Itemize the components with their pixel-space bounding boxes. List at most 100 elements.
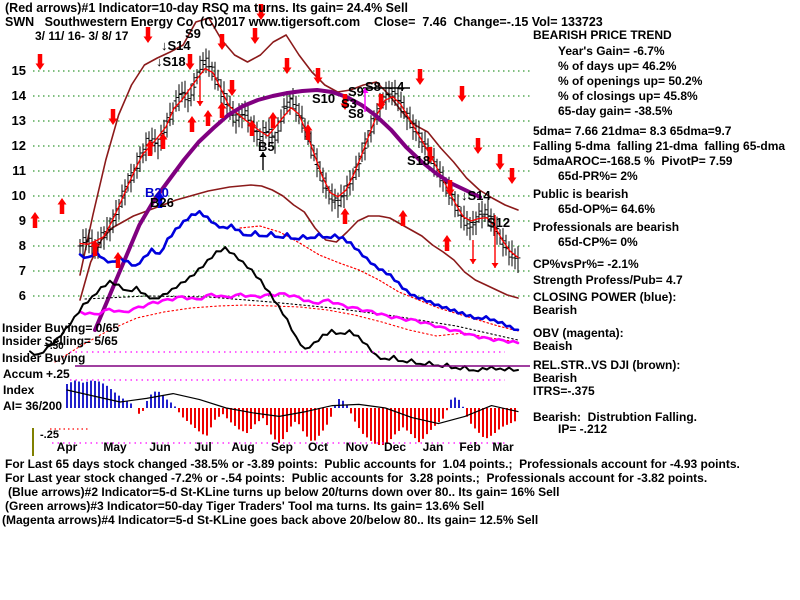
- accum-bar: [358, 408, 360, 429]
- accum-bar: [82, 382, 84, 408]
- signal-up-arrow: [217, 102, 227, 118]
- accum-bar: [318, 408, 320, 436]
- accum-bar: [326, 408, 328, 425]
- accum-bar: [354, 408, 356, 422]
- accum-bar: [74, 380, 76, 408]
- accum-bar: [170, 402, 172, 408]
- accum-bar: [94, 380, 96, 408]
- accum-bar: [190, 408, 192, 425]
- signal-down-arrow: [256, 4, 266, 20]
- ai-value: AI= 36/200: [3, 399, 63, 413]
- level-plus-25: +.25: [46, 367, 70, 381]
- accum-bar: [398, 408, 400, 431]
- signal-up-arrow: [158, 133, 168, 149]
- accum-bar: [470, 408, 472, 424]
- accum-bar: [166, 399, 168, 408]
- thin-signal-arrowhead: [196, 101, 204, 106]
- signal-up-arrow: [57, 198, 67, 214]
- signal-down-arrow: [495, 154, 505, 170]
- accum-bar: [322, 408, 324, 431]
- accum-bar: [274, 408, 276, 440]
- accum-bar: [126, 401, 128, 408]
- lower-band-line: [79, 184, 519, 301]
- insider-buying-label: Insider Buying: [2, 351, 86, 365]
- chart-label-S18-12: S18: [407, 153, 431, 168]
- accum-bar: [214, 408, 216, 420]
- accum-bar: [106, 385, 108, 408]
- distribution: Bearish: Distrubtion Falling.: [533, 410, 698, 424]
- accum-bar: [402, 408, 404, 428]
- signal-up-arrow: [155, 192, 165, 208]
- accum-bar: [362, 408, 364, 434]
- accum-bar: [246, 408, 248, 434]
- pct-closings-up: % of closings up= 45.8%: [558, 89, 698, 103]
- years-gain: Year's Gain= -6.7%: [558, 44, 665, 58]
- accum-bar: [442, 408, 444, 419]
- accum-bar: [310, 408, 312, 441]
- accum-bar: [218, 408, 220, 417]
- accum-bar: [302, 408, 304, 432]
- relstr-title: REL.STR..VS DJI (brown):: [533, 358, 681, 372]
- accum-bar: [478, 408, 480, 433]
- accum-bar: [498, 408, 500, 430]
- accum-bar: [482, 408, 484, 437]
- op-65d: 65d-OP%= 64.6%: [558, 202, 656, 216]
- price-tick-11: 11: [12, 163, 26, 178]
- accum-bar: [278, 408, 280, 443]
- chart-label-S14-13: ↓S14: [461, 188, 491, 203]
- level-plus-50: +.50: [44, 341, 64, 352]
- accum-bar: [286, 408, 288, 433]
- price-tick-8: 8: [18, 238, 26, 253]
- accum-bar: [194, 408, 196, 428]
- signal-down-arrow: [35, 54, 45, 70]
- accum-bar: [330, 408, 332, 417]
- pct-openings-up: % of openings up= 50.2%: [558, 74, 703, 88]
- accum-bar: [234, 408, 236, 426]
- chart-label-S10-6: S10: [312, 91, 336, 106]
- accum-bar: [198, 408, 200, 432]
- accum-bar: [394, 408, 396, 435]
- signal-down-arrow: [282, 58, 292, 74]
- accum-bar: [226, 408, 228, 419]
- accum-bar: [222, 408, 224, 415]
- closing-power-state: Bearish: [533, 303, 578, 317]
- accum-bar: [266, 408, 268, 426]
- accum-bar: [346, 404, 348, 408]
- accum-bar: [282, 408, 284, 440]
- price-tick-9: 9: [18, 213, 26, 228]
- accum-bar: [258, 408, 260, 422]
- accum-bar: [206, 408, 208, 436]
- signal-down-arrow: [185, 54, 195, 70]
- month-label-sep: Sep: [270, 440, 294, 454]
- signal-down-arrow: [445, 180, 455, 196]
- accum-bar: [334, 405, 336, 408]
- month-label-jun: Jun: [149, 440, 171, 454]
- price-tick-15: 15: [11, 63, 26, 78]
- accum-bar: [454, 397, 456, 408]
- ma5-line: [79, 67, 519, 259]
- chart-label-S8-10: S8: [365, 79, 381, 94]
- signal-down-arrow: [227, 80, 237, 96]
- indicator1-header: (Red arrows)#1 Indicator=10-day RSQ ma t…: [5, 1, 408, 15]
- signal-up-arrow: [398, 210, 408, 226]
- accum-bar: [418, 408, 420, 443]
- footer-line-4: (Green arrows)#3 Indicator=50-day Tiger …: [5, 499, 485, 513]
- accum-bar: [202, 408, 204, 435]
- signal-down-arrow: [415, 69, 425, 85]
- black-dotted-line: [84, 295, 519, 341]
- signal-up-arrow: [90, 240, 100, 256]
- accum-bar: [350, 408, 352, 414]
- accum-bar: [122, 398, 124, 408]
- level-minus-25: -.25: [40, 429, 59, 441]
- signal-down-arrow: [507, 168, 517, 184]
- index-label: Index: [3, 383, 35, 397]
- accum-bar: [378, 408, 380, 445]
- obv-title: OBV (magenta):: [533, 326, 624, 340]
- accum-bar: [98, 381, 100, 408]
- chart-label-S9-0: S9: [185, 26, 201, 41]
- obv-state: Beaish: [533, 339, 573, 353]
- signal-up-arrow: [30, 212, 40, 228]
- price-tick-7: 7: [18, 263, 26, 278]
